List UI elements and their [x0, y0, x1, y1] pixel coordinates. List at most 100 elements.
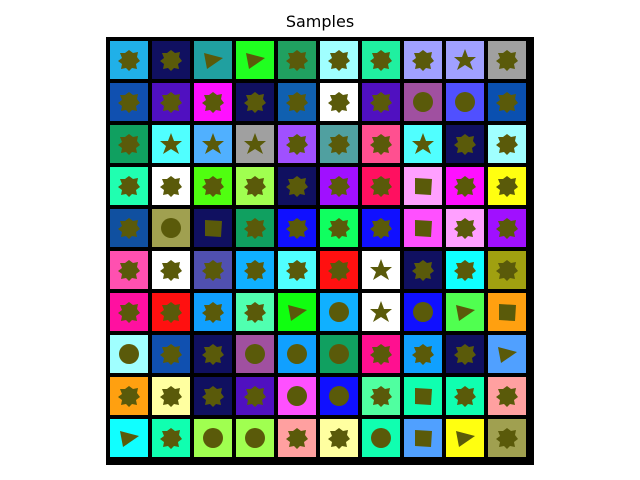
- sample-tile: [194, 125, 232, 163]
- sample-tile: [320, 251, 358, 289]
- object-blob: [202, 176, 224, 197]
- sample-shape: [160, 386, 182, 407]
- sample-tile: [446, 167, 484, 205]
- sample-shape: [412, 260, 434, 281]
- sample-shape: [413, 302, 433, 322]
- sample-shape: [160, 302, 182, 323]
- object-blob: [244, 176, 266, 197]
- sample-tile: [320, 377, 358, 415]
- object-blob: [328, 50, 350, 71]
- object-square: [415, 388, 432, 405]
- sample-tile: [110, 83, 148, 121]
- object-blob: [202, 92, 224, 113]
- sample-shape: [328, 428, 350, 449]
- sample-shape: [412, 50, 434, 71]
- sample-shape: [498, 347, 517, 363]
- sample-grid: [106, 37, 534, 465]
- sample-tile: [488, 335, 526, 373]
- sample-shape: [370, 92, 392, 113]
- object-blob: [496, 50, 518, 71]
- object-square: [415, 430, 432, 447]
- object-blob: [454, 386, 476, 407]
- sample-shape: [456, 431, 475, 447]
- object-blob: [160, 386, 182, 407]
- object-blob: [454, 176, 476, 197]
- sample-shape: [204, 53, 223, 69]
- sample-shape: [413, 92, 433, 112]
- object-triangle: [120, 431, 139, 447]
- sample-tile: [446, 419, 484, 457]
- object-blob: [454, 260, 476, 281]
- object-blob: [202, 260, 224, 281]
- sample-shape: [286, 260, 308, 281]
- sample-tile: [152, 167, 190, 205]
- object-blob: [160, 428, 182, 449]
- sample-tile: [110, 293, 148, 331]
- sample-shape: [370, 259, 392, 280]
- object-blob: [286, 50, 308, 71]
- sample-tile: [320, 167, 358, 205]
- sample-shape: [328, 260, 350, 281]
- sample-shape: [454, 260, 476, 281]
- sample-shape: [370, 50, 392, 71]
- object-blob: [286, 92, 308, 113]
- sample-shape: [456, 305, 475, 321]
- object-circle: [329, 344, 349, 364]
- object-blob: [118, 92, 140, 113]
- sample-shape: [203, 428, 223, 448]
- sample-tile: [404, 377, 442, 415]
- sample-tile: [236, 125, 274, 163]
- sample-shape: [370, 134, 392, 155]
- sample-tile: [362, 251, 400, 289]
- object-circle: [245, 428, 265, 448]
- sample-shape: [287, 344, 307, 364]
- sample-tile: [236, 83, 274, 121]
- sample-tile: [320, 419, 358, 457]
- sample-tile: [236, 419, 274, 457]
- sample-tile: [236, 335, 274, 373]
- sample-shape: [118, 260, 140, 281]
- object-circle: [119, 344, 139, 364]
- sample-shape: [244, 176, 266, 197]
- sample-tile: [236, 209, 274, 247]
- object-star: [412, 133, 434, 154]
- object-triangle: [456, 305, 475, 321]
- sample-tile: [320, 125, 358, 163]
- sample-shape: [496, 50, 518, 71]
- sample-shape: [118, 386, 140, 407]
- object-blob: [370, 176, 392, 197]
- sample-tile: [278, 251, 316, 289]
- object-circle: [203, 428, 223, 448]
- sample-shape: [415, 430, 432, 447]
- sample-tile: [278, 209, 316, 247]
- sample-shape: [412, 133, 434, 154]
- sample-tile: [488, 209, 526, 247]
- sample-tile: [362, 41, 400, 79]
- object-star: [454, 49, 476, 70]
- sample-tile: [362, 125, 400, 163]
- sample-tile: [110, 419, 148, 457]
- sample-shape: [286, 92, 308, 113]
- sample-shape: [120, 431, 139, 447]
- sample-shape: [415, 220, 432, 237]
- object-blob: [328, 134, 350, 155]
- sample-shape: [496, 92, 518, 113]
- object-blob: [328, 92, 350, 113]
- object-star: [370, 301, 392, 322]
- sample-tile: [362, 209, 400, 247]
- object-blob: [370, 386, 392, 407]
- sample-tile: [488, 293, 526, 331]
- sample-shape: [202, 302, 224, 323]
- sample-shape: [118, 302, 140, 323]
- object-square: [499, 304, 516, 321]
- object-blob: [160, 92, 182, 113]
- object-blob: [328, 260, 350, 281]
- sample-tile: [320, 41, 358, 79]
- sample-tile: [194, 167, 232, 205]
- sample-tile: [362, 377, 400, 415]
- sample-shape: [496, 218, 518, 239]
- object-blob: [118, 218, 140, 239]
- object-triangle: [204, 53, 223, 69]
- object-blob: [370, 218, 392, 239]
- object-star: [370, 259, 392, 280]
